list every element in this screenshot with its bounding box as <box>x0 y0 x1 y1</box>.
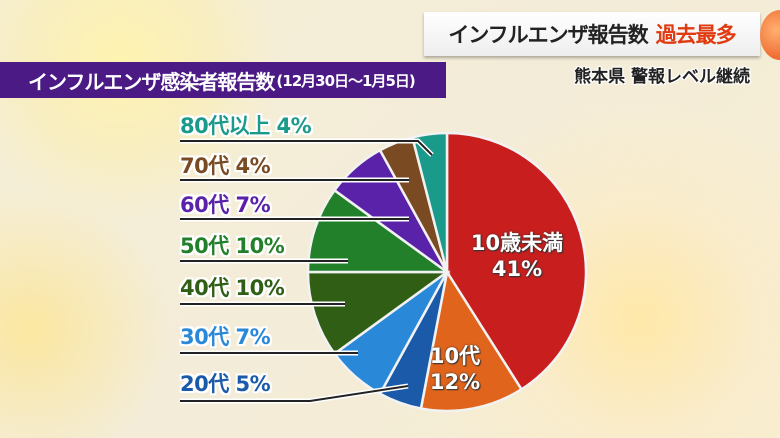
headline-highlight: 過去最多 <box>655 23 737 47</box>
decorative-ball <box>760 10 780 60</box>
headline-box: インフルエンザ報告数 過去最多 <box>424 12 760 56</box>
label-60s: 60代 7% <box>180 193 271 217</box>
leader-line-6 <box>180 385 409 402</box>
label-under10-pct: 41% <box>491 257 543 281</box>
label-80s: 80代以上 4% <box>180 114 312 138</box>
chart-period: (12月30日～1月5日) <box>276 71 415 90</box>
pie-slice-1 <box>419 268 524 413</box>
label-under10: 10歳未満 41% <box>462 230 572 282</box>
label-20s: 20代 5% <box>180 372 271 396</box>
label-30s: 30代 7% <box>180 325 271 349</box>
label-40s: 40代 10% <box>180 276 285 300</box>
subheadline: 熊本県 警報レベル継続 <box>574 67 750 87</box>
leader-line-0 <box>180 140 433 156</box>
label-50s: 50代 10% <box>180 234 285 258</box>
label-teens-pct: 12% <box>429 370 481 394</box>
chart-title: インフルエンザ感染者報告数 <box>28 69 275 94</box>
pie-slice-5 <box>306 188 451 274</box>
label-teens-name: 10代 <box>429 344 481 368</box>
chart-title-banner: インフルエンザ感染者報告数 (12月30日～1月5日) <box>0 62 446 98</box>
label-70s: 70代 4% <box>180 154 271 178</box>
pie-slice-8 <box>410 131 449 273</box>
label-under10-name: 10歳未満 <box>470 231 564 255</box>
label-teens: 10代 12% <box>425 343 485 395</box>
headline-main: インフルエンザ報告数 <box>448 23 648 47</box>
